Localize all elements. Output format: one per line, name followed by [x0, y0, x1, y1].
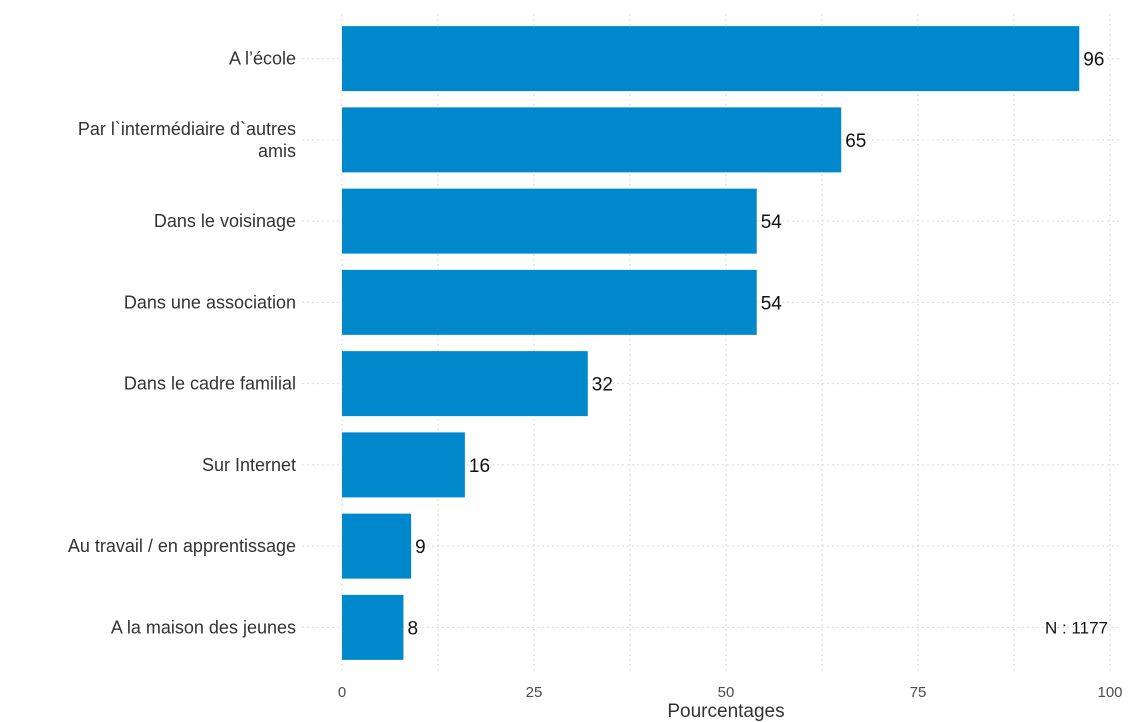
category-label: Dans le cadre familial: [124, 374, 296, 394]
bar: [342, 432, 465, 498]
x-tick-label: 0: [338, 684, 346, 701]
value-label: 16: [469, 456, 490, 477]
bar: [342, 107, 842, 173]
x-tick-label: 75: [910, 684, 927, 701]
category-label: Dans une association: [124, 292, 296, 312]
x-axis-ticks: 0 25 50 75 100: [338, 684, 1123, 701]
value-label: 54: [761, 293, 783, 314]
category-label: Dans le voisinage: [154, 211, 296, 231]
category-labels: A l’école Par l`intermédiaire d`autres ami…: [68, 49, 296, 638]
value-labels: 96 65 54 54 32 16 9 8: [407, 50, 1104, 640]
category-label: Par l`intermédiaire d`autres amis: [78, 119, 296, 161]
bar: [342, 594, 404, 660]
bars: [342, 26, 1080, 660]
bar: [342, 269, 757, 335]
x-axis-title: Pourcentages: [667, 701, 784, 722]
x-tick-label: 100: [1097, 684, 1122, 701]
x-tick-label: 50: [718, 684, 735, 701]
bar: [342, 513, 412, 579]
category-label: Sur Internet: [202, 455, 296, 475]
value-label: 54: [761, 212, 783, 233]
category-label: Au travail / en apprentissage: [68, 536, 296, 556]
sample-size-note: N : 1177: [1045, 618, 1108, 637]
bar: [342, 26, 1080, 92]
value-label: 96: [1083, 50, 1104, 71]
value-label: 8: [407, 618, 418, 639]
value-label: 65: [845, 131, 866, 152]
bar: [342, 188, 757, 254]
bar: [342, 351, 588, 417]
category-label: A l’école: [229, 49, 296, 69]
category-label: A la maison des jeunes: [111, 617, 296, 637]
x-tick-label: 25: [526, 684, 543, 701]
value-label: 32: [592, 375, 613, 396]
value-label: 9: [415, 537, 426, 558]
